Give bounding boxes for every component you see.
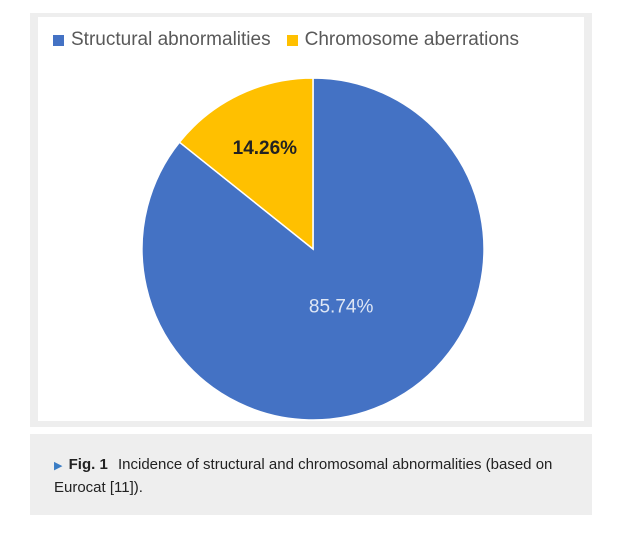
legend-swatch-chromosome: [286, 34, 298, 46]
pie-slice-chromosome: [178, 77, 314, 251]
legend-item-chromosome: Chromosome aberrations: [286, 29, 519, 51]
data-label-chromosome: 14.26%: [233, 138, 298, 159]
legend-label-chromosome: Chromosome aberrations: [304, 29, 519, 50]
chart-legend: Structural abnormalities Chromosome aber…: [53, 29, 535, 51]
caption-arrow-icon: ▶: [54, 460, 63, 472]
data-label-structural: 85.74%: [309, 297, 374, 318]
caption-label: Fig. 1: [68, 456, 108, 473]
figure-caption: ▶ Fig. 1 Incidence of structural and chr…: [30, 434, 592, 515]
legend-swatch-structural: [53, 34, 64, 46]
caption-text: Incidence of structural and chromosomal …: [54, 456, 553, 496]
chart-panel: Structural abnormalities Chromosome aber…: [38, 17, 584, 421]
pie-chart: 85.74% 14.26%: [141, 77, 485, 421]
legend-label-structural: Structural abnormalities: [71, 29, 271, 50]
figure-frame: Structural abnormalities Chromosome aber…: [30, 13, 592, 427]
legend-item-structural: Structural abnormalities: [53, 29, 271, 51]
